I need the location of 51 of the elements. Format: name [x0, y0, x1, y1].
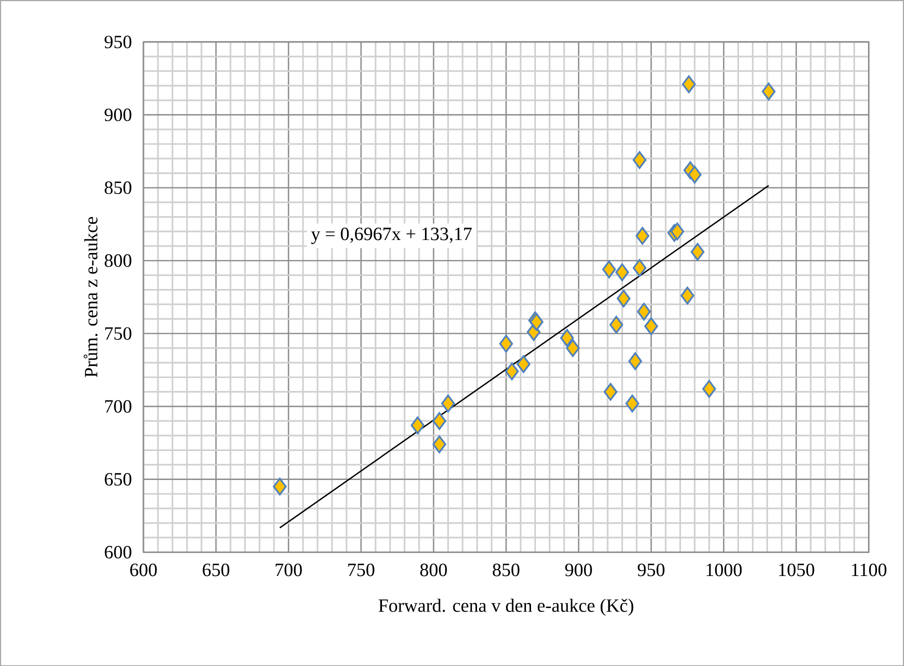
x-tick-label: 650 — [202, 563, 230, 576]
y-tick-label: 800 — [104, 254, 132, 267]
point — [615, 263, 630, 282]
x-tick-label: 750 — [348, 563, 374, 576]
point — [604, 382, 618, 401]
x-axis-title: Forward. cena v den e-aukce (Kč) — [378, 598, 634, 616]
y-tick-label: 850 — [104, 181, 132, 194]
point — [632, 151, 646, 169]
point — [560, 328, 574, 347]
point — [682, 75, 696, 93]
point — [688, 166, 702, 184]
point — [432, 412, 446, 430]
x-tick-label: 900 — [565, 563, 592, 576]
x-tick-label: 1000 — [706, 563, 742, 576]
point — [637, 302, 651, 320]
x-tick-label: 600 — [130, 563, 157, 576]
point — [690, 242, 704, 261]
y-tick-label: 900 — [104, 108, 132, 122]
point — [702, 380, 716, 398]
point — [410, 416, 424, 434]
x-tick-label: 700 — [276, 563, 302, 576]
x-tick-label: 1100 — [852, 563, 886, 576]
point — [609, 316, 624, 334]
point — [670, 222, 684, 240]
y-axis-title: Prům. cena z e-aukce — [84, 216, 98, 378]
point — [628, 352, 642, 370]
point — [566, 339, 580, 357]
x-tick-label: 850 — [492, 563, 520, 576]
point — [499, 334, 513, 352]
point — [632, 258, 646, 277]
point — [272, 478, 287, 496]
y-tick-label: 950 — [104, 36, 132, 48]
point — [432, 435, 446, 454]
y-tick-label: 600 — [104, 546, 132, 558]
y-tick-label: 700 — [105, 400, 132, 413]
x-tick-label: 1050 — [779, 563, 814, 576]
point — [516, 355, 530, 373]
point — [505, 362, 519, 380]
point — [636, 226, 650, 245]
point — [441, 394, 455, 412]
point — [616, 290, 630, 308]
point — [602, 260, 616, 278]
y-tick-label: 650 — [104, 472, 132, 486]
x-tick-label: 950 — [638, 563, 664, 576]
point — [680, 286, 694, 304]
x-tick-label: 800 — [420, 563, 447, 576]
annotation: y = 0,6967x + 133,17 — [311, 227, 472, 244]
point — [625, 394, 640, 412]
point — [644, 317, 658, 335]
y-tick-label: 750 — [105, 327, 132, 340]
point — [762, 82, 776, 100]
